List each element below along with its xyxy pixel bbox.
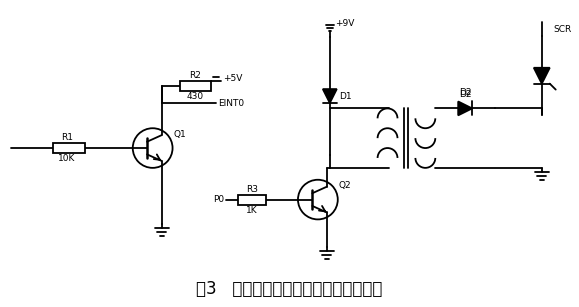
- Text: Q1: Q1: [174, 130, 186, 139]
- Polygon shape: [534, 68, 549, 84]
- Text: P0: P0: [213, 195, 224, 204]
- Bar: [53, 143, 85, 153]
- Text: +5V: +5V: [223, 74, 243, 83]
- Text: 430: 430: [187, 91, 204, 101]
- Text: 图3   过零点检测、可控硅触发控制电路: 图3 过零点检测、可控硅触发控制电路: [196, 280, 382, 298]
- Text: D1: D1: [339, 91, 351, 100]
- Text: Q2: Q2: [339, 181, 351, 190]
- Polygon shape: [323, 89, 337, 103]
- Polygon shape: [458, 102, 472, 115]
- Bar: [238, 195, 266, 204]
- Text: D2: D2: [459, 91, 471, 99]
- Text: D2: D2: [459, 87, 471, 96]
- Bar: [179, 81, 211, 91]
- Circle shape: [298, 180, 338, 220]
- Text: R3: R3: [246, 185, 258, 194]
- Text: 1K: 1K: [247, 205, 258, 215]
- Text: EINT0: EINT0: [218, 99, 244, 108]
- Text: +9V: +9V: [335, 19, 354, 28]
- Circle shape: [133, 128, 173, 168]
- Text: R2: R2: [189, 71, 201, 80]
- Text: SCR: SCR: [554, 25, 572, 34]
- Text: R1: R1: [61, 133, 73, 142]
- Text: 10K: 10K: [58, 154, 76, 163]
